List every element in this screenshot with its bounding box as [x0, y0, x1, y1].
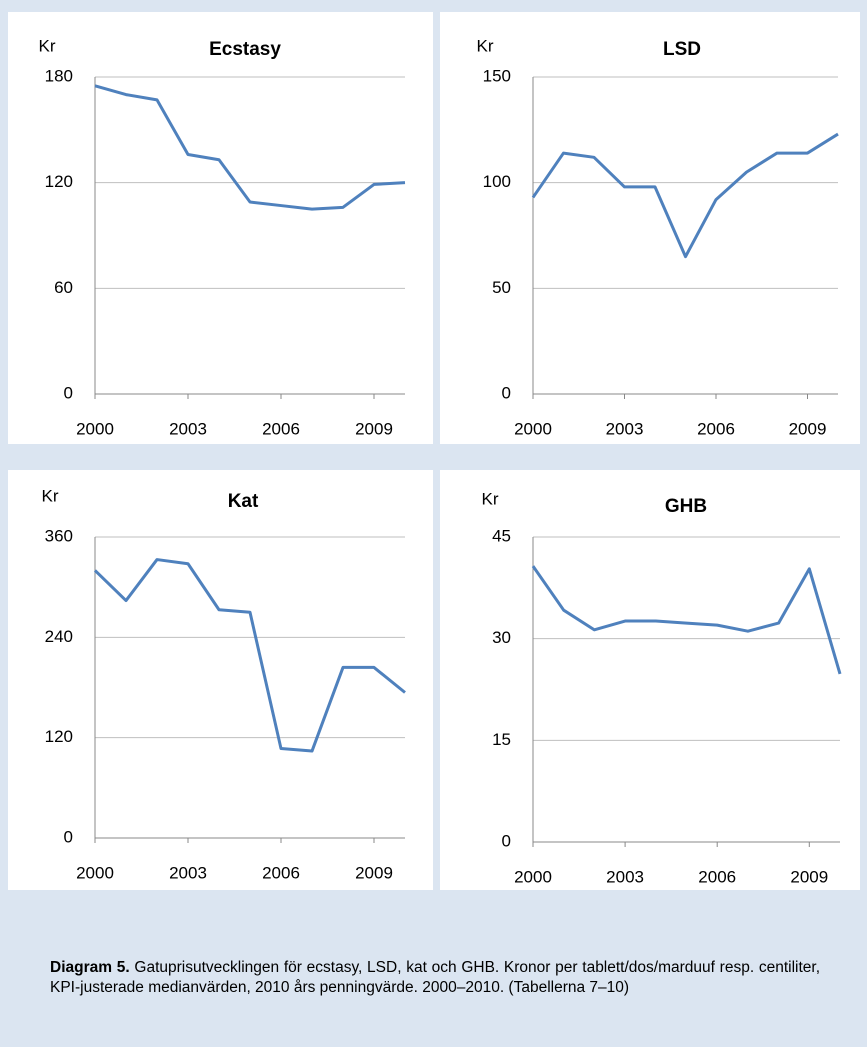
x-tick-label: 2000: [514, 419, 552, 438]
chart-panel: [440, 470, 860, 890]
y-tick-label: 120: [45, 727, 73, 746]
data-line: [531, 565, 842, 675]
x-tick-label: 2000: [514, 867, 552, 886]
x-tick-label: 2000: [76, 863, 114, 882]
y-tick-label: 100: [483, 172, 511, 191]
data-line: [94, 84, 406, 211]
x-tick-label: 2006: [697, 419, 735, 438]
y-tick-label: 0: [64, 827, 73, 846]
chart-title: GHB: [665, 496, 707, 517]
y-tick-label: 50: [492, 278, 511, 297]
caption-text: Gatuprisutvecklingen för ecstasy, LSD, k…: [50, 959, 821, 996]
y-tick-label: 0: [502, 831, 511, 850]
data-line: [531, 132, 839, 259]
x-tick-label: 2006: [698, 867, 736, 886]
x-tick-label: 2009: [355, 863, 393, 882]
x-tick-label: 2006: [262, 863, 300, 882]
x-tick-label: 2009: [789, 419, 827, 438]
chart-panel: [8, 470, 433, 890]
y-tick-label: 150: [483, 66, 511, 85]
data-line: [93, 558, 406, 753]
chart-title: LSD: [663, 39, 701, 60]
y-tick-label: 45: [492, 526, 511, 545]
y-axis-label: Kr: [39, 36, 56, 55]
x-tick-label: 2009: [790, 867, 828, 886]
x-tick-label: 2003: [606, 419, 644, 438]
x-tick-label: 2003: [169, 863, 207, 882]
y-tick-label: 120: [45, 172, 73, 191]
chart-panel: [440, 12, 860, 444]
x-tick-label: 2003: [606, 867, 644, 886]
y-tick-label: 0: [502, 383, 511, 402]
y-tick-label: 15: [492, 730, 511, 749]
y-axis-label: Kr: [482, 489, 499, 508]
x-tick-label: 2003: [169, 419, 207, 438]
x-tick-label: 2006: [262, 419, 300, 438]
chart-title: Ecstasy: [209, 39, 281, 60]
y-tick-label: 360: [45, 526, 73, 545]
y-tick-label: 240: [45, 627, 73, 646]
y-tick-label: 0: [64, 383, 73, 402]
chart-panel: [8, 12, 433, 444]
y-axis-label: Kr: [42, 486, 59, 505]
x-tick-label: 2009: [355, 419, 393, 438]
y-axis-label: Kr: [477, 36, 494, 55]
y-tick-label: 180: [45, 66, 73, 85]
y-tick-label: 60: [54, 278, 73, 297]
y-tick-label: 30: [492, 628, 511, 647]
caption: Diagram 5. Gatuprisutvecklingen för ecst…: [50, 958, 820, 998]
x-tick-label: 2000: [76, 419, 114, 438]
caption-label: Diagram 5.: [50, 959, 130, 976]
chart-title: Kat: [228, 491, 259, 512]
